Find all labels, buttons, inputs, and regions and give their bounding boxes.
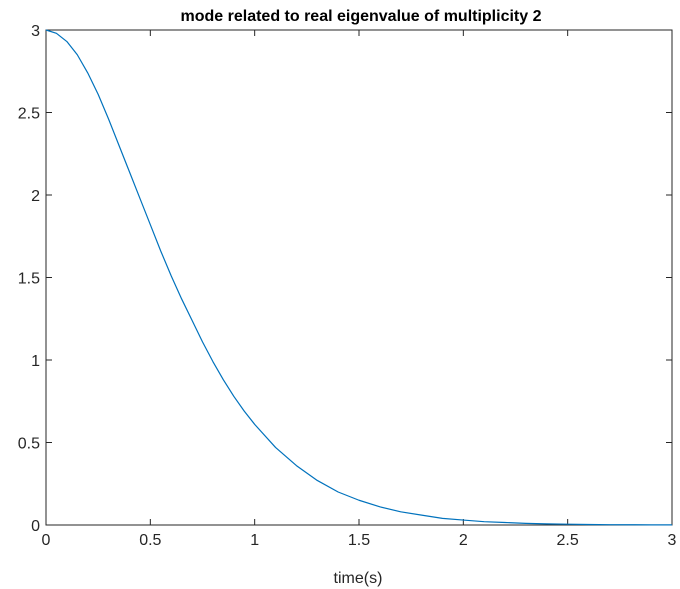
x-tick-label: 1.5 bbox=[348, 532, 370, 549]
x-tick-label: 1 bbox=[250, 532, 259, 549]
y-tick-label: 1.5 bbox=[18, 271, 40, 288]
x-tick-label: 2 bbox=[459, 532, 468, 549]
series-line bbox=[45, 29, 673, 526]
y-tick-label: 2.5 bbox=[18, 106, 40, 123]
plot-area: 0 0.5 1 1.5 2 2.5 3 0 0.5 1 1.5 2 2.5 3 bbox=[18, 23, 677, 549]
x-tick-label: 0 bbox=[42, 532, 51, 549]
y-tick-label: 2 bbox=[31, 188, 40, 205]
y-tick-label: 3 bbox=[31, 23, 40, 40]
x-tick-label: 2.5 bbox=[557, 532, 579, 549]
chart-title: mode related to real eigenvalue of multi… bbox=[181, 8, 542, 25]
x-axis-label: time(s) bbox=[334, 570, 383, 587]
x-tick-label: 3 bbox=[668, 532, 677, 549]
y-tick-label: 1 bbox=[31, 353, 40, 370]
x-tick-label: 0.5 bbox=[139, 532, 161, 549]
axes-box bbox=[45, 29, 673, 526]
y-tick-label: 0 bbox=[31, 518, 40, 535]
y-tick-label: 0.5 bbox=[18, 436, 40, 453]
